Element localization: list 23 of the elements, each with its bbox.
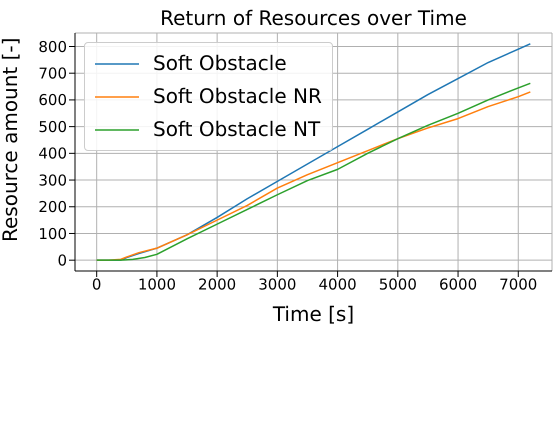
y-axis-title: Resource amount [-] bbox=[0, 38, 22, 242]
x-tick-label: 0 bbox=[92, 276, 102, 294]
y-tick-label: 400 bbox=[38, 144, 67, 163]
y-tick-label: 100 bbox=[38, 224, 67, 243]
x-tick-label: 7000 bbox=[499, 276, 538, 294]
legend-label: Soft Obstacle bbox=[152, 50, 288, 77]
x-tick-label: 4000 bbox=[318, 276, 357, 294]
x-axis-title: Time [s] bbox=[272, 302, 354, 326]
y-tick-label: 300 bbox=[38, 171, 67, 190]
x-tick-label: 6000 bbox=[438, 276, 478, 294]
y-tick-label: 800 bbox=[38, 38, 67, 56]
x-tick-label: 1000 bbox=[138, 276, 176, 294]
y-tick-label: 600 bbox=[38, 91, 67, 110]
y-tick-label: 0 bbox=[57, 252, 67, 270]
x-tick-label: 2000 bbox=[198, 276, 236, 294]
y-tick-label: 500 bbox=[38, 118, 67, 136]
x-tick-label: 3000 bbox=[258, 276, 296, 294]
y-tick-label: 200 bbox=[38, 198, 67, 216]
legend-label: Soft Obstacle NT bbox=[152, 116, 322, 143]
x-tick-label: 5000 bbox=[378, 276, 417, 294]
y-tick-label: 700 bbox=[38, 64, 67, 83]
chart-title: Return of Resources over Time bbox=[159, 6, 468, 30]
legend-label: Soft Obstacle NR bbox=[152, 83, 322, 110]
